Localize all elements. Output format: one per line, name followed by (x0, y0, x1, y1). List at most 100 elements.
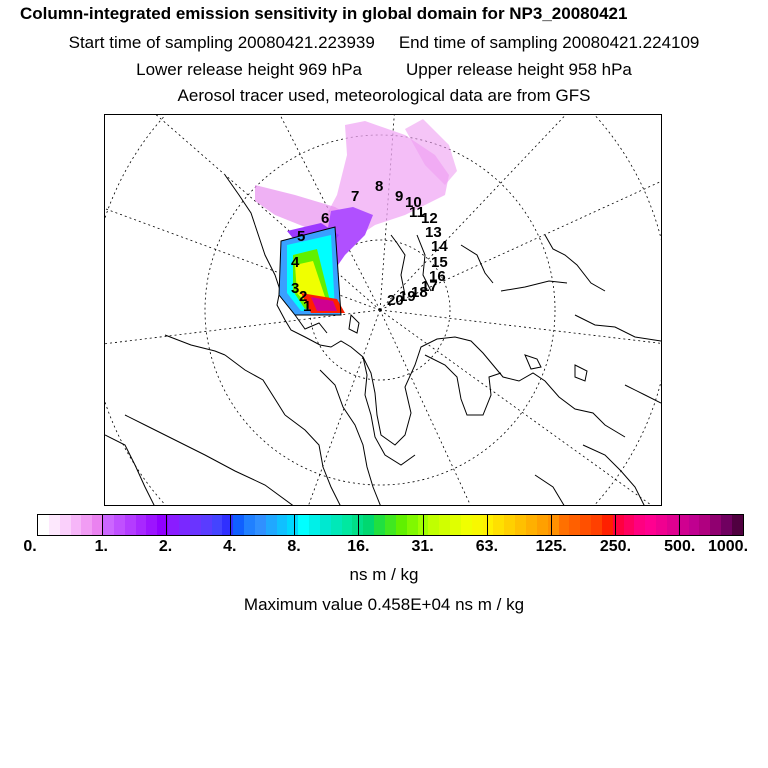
colorbar-tick-label: 250. (599, 538, 632, 555)
graticule-circles (105, 115, 661, 505)
colorbar-cell (666, 515, 678, 535)
colorbar-cell (395, 515, 407, 535)
colorbar-tick-line (678, 515, 680, 535)
colorbar-cell (612, 515, 624, 535)
colorbar-cell (591, 515, 602, 535)
trajectory-label: 14 (431, 238, 448, 255)
colorbar-cell (200, 515, 212, 535)
colorbar-cell (363, 515, 375, 535)
lower-release-label: Lower release height 969 hPa (136, 60, 362, 79)
trajectory-label: 15 (431, 254, 448, 271)
colorbar-cell (135, 515, 147, 535)
colorbar-cell (547, 515, 559, 535)
colorbar-cell (341, 515, 353, 535)
trajectory-label: 18 (411, 284, 428, 301)
colorbar-cell (254, 515, 266, 535)
colorbar-cell (493, 515, 505, 535)
colorbar-cell (656, 515, 667, 535)
colorbar-cell (536, 515, 548, 535)
colorbar-tick-label: 4. (223, 538, 237, 555)
colorbar-cell (298, 515, 310, 535)
colorbar-cell (515, 515, 526, 535)
colorbar-cell (59, 515, 71, 535)
colorbar-cell (471, 515, 483, 535)
colorbar-cell (70, 515, 82, 535)
colorbar-ticks: 0. 1. 2. 4. 8. 16. 31. 63. 125. 250. 500. 1000. (0, 538, 768, 560)
release-heights: Lower release height 969 hPa Upper releas… (0, 60, 768, 80)
plot-title: Column-integrated emission sensitivity i… (20, 4, 628, 23)
colorbar-tick-label: 16. (347, 538, 370, 555)
colorbar-cell (244, 515, 255, 535)
colorbar-tick-line (102, 515, 104, 535)
trajectory-label: 16 (429, 268, 446, 285)
colorbar-cell (732, 515, 743, 535)
colorbar-tick-line (614, 515, 616, 535)
max-value-label: Maximum value 0.458E+04 ns m / kg (243, 595, 525, 614)
trajectory-label: 12 (421, 210, 438, 227)
colorbar-cell (569, 515, 581, 535)
colorbar-tick-label: 63. (475, 538, 499, 555)
colorbar-tick-line (294, 515, 296, 535)
colorbar-cell (157, 515, 169, 535)
trajectory-label: 7 (351, 188, 359, 205)
colorbar-cell (276, 515, 288, 535)
trajectory-label: 8 (375, 178, 383, 195)
start-time-label: Start time of sampling 20080421.223939 (68, 33, 375, 52)
colorbar-tick-label: 0. (23, 538, 37, 555)
colorbar-cell (623, 515, 635, 535)
colorbar-cell (558, 515, 570, 535)
polar-map: 1 2 3 4 5 6 7 8 9 10 11 12 13 14 15 16 17 18 19 20 (104, 114, 662, 506)
colorbar (37, 514, 744, 536)
trajectory-label: 3 (291, 280, 299, 297)
colorbar-tick-label: 500. (664, 538, 696, 555)
colorbar-cell (504, 515, 516, 535)
colorbar-tick-line (422, 515, 424, 535)
colorbar-cell (168, 515, 179, 535)
colorbar-cell (677, 515, 689, 535)
upper-release-label: Upper release height 958 hPa (406, 60, 632, 79)
trajectory-label: 2 (299, 288, 307, 305)
end-time-label: End time of sampling 20080421.224109 (398, 33, 700, 52)
coastlines (105, 174, 661, 505)
trajectory-label: 13 (425, 224, 442, 241)
colorbar-cell (352, 515, 364, 535)
colorbar-cell (645, 515, 657, 535)
colorbar-cell (699, 515, 711, 535)
trajectory-label: 17 (421, 278, 438, 295)
colorbar-cell (450, 515, 461, 535)
colorbar-cell (265, 515, 277, 535)
sensitivity-plume (255, 119, 457, 316)
colorbar-cell (309, 515, 320, 535)
trajectory-label: 20 (387, 292, 404, 309)
colorbar-cell (211, 515, 223, 535)
colorbar-cell (146, 515, 158, 535)
colorbar-tick-line (486, 515, 488, 535)
trajectory-label: 1 (303, 298, 311, 315)
colorbar-tick-label: 2. (158, 538, 173, 555)
colorbar-tick-label: 1. (94, 538, 108, 555)
trajectory-label: 9 (395, 188, 403, 205)
colorbar-tick-label: 8. (287, 538, 301, 555)
trajectory-label: 6 (321, 210, 329, 227)
colorbar-cell (38, 515, 49, 535)
colorbar-cell (103, 515, 114, 535)
colorbar-units: ns m / kg (349, 565, 419, 584)
colorbar-cell (721, 515, 732, 535)
trajectory-label: 19 (399, 288, 416, 305)
colorbar-cell (48, 515, 60, 535)
colorbar-cell (287, 515, 299, 535)
colorbar-cell (439, 515, 451, 535)
colorbar-tick-line (230, 515, 232, 535)
colorbar-cell (580, 515, 592, 535)
colorbar-cell (113, 515, 125, 535)
colorbar-cell (189, 515, 201, 535)
colorbar-cell (428, 515, 440, 535)
colorbar-cell (482, 515, 494, 535)
trajectory-label: 5 (297, 228, 305, 245)
colorbar-cell (81, 515, 93, 535)
colorbar-cell (233, 515, 245, 535)
sampling-times: Start time of sampling 20080421.223939 En… (0, 33, 768, 53)
aerosol-note: Aerosol tracer used, meteorological data… (177, 86, 591, 105)
colorbar-cell (374, 515, 385, 535)
colorbar-cell (222, 515, 234, 535)
